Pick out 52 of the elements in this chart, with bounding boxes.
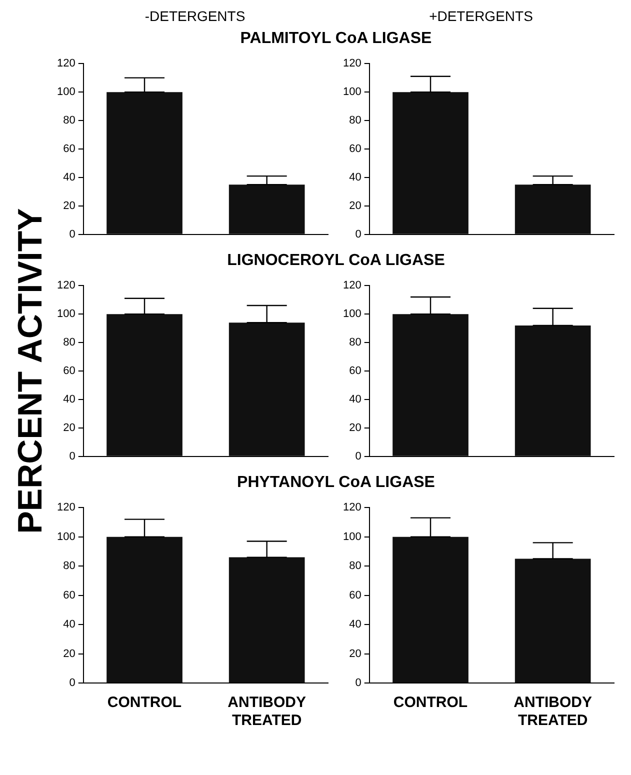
y-tick-label: 20 (349, 422, 362, 434)
y-tick-label: 100 (342, 308, 362, 320)
y-tick-label: 120 (342, 58, 362, 70)
y-tick-label: 60 (63, 589, 76, 602)
y-tick-label: 60 (349, 365, 362, 378)
y-tick-label: 40 (349, 618, 362, 631)
y-tick-label: 0 (355, 677, 362, 690)
y-tick-label: 100 (56, 86, 76, 98)
chart-title: PALMITOYL CoA LIGASE (239, 30, 433, 48)
y-tick-label: 20 (63, 422, 76, 434)
x-tick-label: CONTROL (393, 694, 468, 712)
y-tick-label: 20 (349, 200, 362, 212)
y-tick-label: 40 (349, 172, 362, 184)
y-tick-label: 40 (349, 394, 362, 406)
chart-title: LIGNOCEROYL CoA LIGASE (226, 252, 446, 270)
y-tick-label: 80 (63, 336, 76, 349)
y-tick-label: 60 (349, 143, 362, 156)
y-tick-label: 40 (63, 394, 76, 406)
y-tick-label: 100 (56, 530, 76, 543)
y-tick-label: 120 (342, 280, 362, 292)
y-tick-label: 120 (56, 502, 76, 514)
y-tick-label: 20 (63, 648, 76, 660)
y-tick-label: 0 (69, 228, 76, 240)
y-tick-label: 60 (349, 589, 362, 602)
y-tick-label: 0 (69, 450, 76, 462)
y-tick-label: 60 (63, 143, 76, 156)
y-tick-label: 0 (69, 677, 76, 690)
text: -DETERGENTS (144, 8, 246, 24)
x-tick-label: CONTROL (107, 694, 182, 712)
y-tick-label: 80 (349, 336, 362, 349)
y-tick-label: 20 (63, 200, 76, 212)
text: +DETERGENTS (429, 8, 533, 24)
y-tick-label: 80 (349, 114, 362, 127)
y-tick-label: 120 (56, 280, 76, 292)
y-tick-label: 20 (349, 648, 362, 660)
y-tick-label: 40 (63, 618, 76, 631)
y-tick-label: 0 (355, 450, 362, 462)
y-axis-title: PERCENT ACTIVITY (12, 208, 50, 534)
y-tick-label: 120 (342, 502, 362, 514)
y-tick-label: 120 (56, 58, 76, 70)
y-tick-label: 0 (355, 228, 362, 240)
chart-title: PHYTANOYL CoA LIGASE (236, 474, 436, 492)
y-tick-label: 80 (349, 560, 362, 572)
y-tick-label: 100 (56, 308, 76, 320)
y-tick-label: 80 (63, 114, 76, 127)
y-tick-label: 60 (63, 365, 76, 378)
x-tick-label: ANTIBODY TREATED (228, 694, 306, 730)
y-tick-label: 100 (342, 86, 362, 98)
y-tick-label: 80 (63, 560, 76, 572)
y-tick-label: 100 (342, 530, 362, 543)
x-tick-label: ANTIBODY TREATED (514, 694, 592, 730)
y-tick-label: 40 (63, 172, 76, 184)
